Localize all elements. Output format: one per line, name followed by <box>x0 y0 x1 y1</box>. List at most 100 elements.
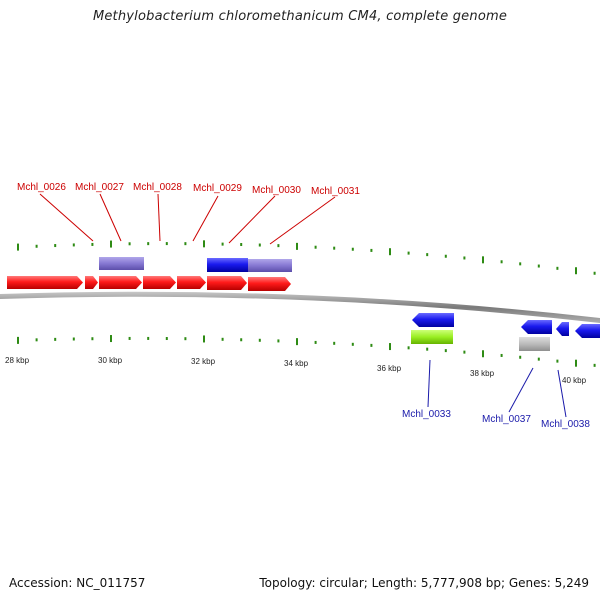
tick-upper-2 <box>54 244 57 248</box>
tick-lower-13 <box>258 338 261 342</box>
tick-lower-16 <box>314 340 317 344</box>
tick-upper-30 <box>575 267 577 275</box>
gene-mchl-0033[interactable] <box>412 313 454 327</box>
tick-upper-17 <box>333 246 336 250</box>
scale-label-30kbp: 30 kbp <box>98 356 123 365</box>
tick-upper-4 <box>91 242 94 246</box>
tick-lower-14 <box>277 339 280 343</box>
tick-lower-11 <box>221 337 224 341</box>
gene-label-mchl-0029[interactable]: Mchl_0029 <box>193 183 242 194</box>
gene-mchl-0025[interactable] <box>7 276 83 289</box>
tick-upper-21 <box>407 251 410 255</box>
tick-lower-1 <box>35 338 38 342</box>
gene-label-mchl-0027[interactable]: Mchl_0027 <box>75 182 124 193</box>
feature-green-1[interactable] <box>411 330 453 344</box>
tick-upper-31 <box>593 271 596 275</box>
tick-upper-29 <box>556 266 559 270</box>
tick-upper-1 <box>35 244 38 248</box>
map-title: Methylobacterium chloromethanicum CM4, c… <box>92 9 508 24</box>
tick-lower-29 <box>556 359 559 363</box>
tick-lower-25 <box>482 350 484 358</box>
tick-upper-16 <box>314 245 317 249</box>
tick-lower-31 <box>593 363 596 367</box>
feature-blue-1[interactable] <box>207 258 248 272</box>
tick-lower-4 <box>91 337 94 341</box>
tick-upper-13 <box>258 243 261 247</box>
tick-upper-8 <box>165 242 168 246</box>
tick-upper-22 <box>426 253 429 257</box>
tick-lower-26 <box>500 353 503 357</box>
scale-label-36kbp: 36 kbp <box>377 364 402 373</box>
tick-lower-22 <box>426 347 429 351</box>
tick-upper-20 <box>389 248 391 256</box>
gene-mchl-0037[interactable] <box>556 322 569 336</box>
tick-upper-25 <box>482 256 484 264</box>
tick-lower-30 <box>575 359 577 367</box>
gene-mchl-0036[interactable] <box>521 320 552 334</box>
tick-upper-19 <box>370 248 373 252</box>
feature-grey-1[interactable] <box>519 337 550 351</box>
gene-label-mchl-0030[interactable]: Mchl_0030 <box>252 185 301 196</box>
tick-lower-27 <box>519 355 522 359</box>
gene-mchl-0031[interactable] <box>248 277 291 291</box>
tick-lower-5 <box>110 335 112 343</box>
tick-lower-20 <box>389 343 391 351</box>
tick-upper-23 <box>444 254 447 258</box>
tick-lower-17 <box>333 341 336 345</box>
gene-mchl-0029[interactable] <box>177 276 206 289</box>
tick-upper-24 <box>463 256 466 260</box>
tick-upper-9 <box>184 242 187 246</box>
tick-lower-7 <box>147 336 150 340</box>
tick-upper-11 <box>221 242 224 246</box>
label-leader-lines <box>39 193 567 418</box>
tick-upper-5 <box>110 240 112 248</box>
tick-lower-10 <box>203 335 205 343</box>
scale-label-38kbp: 38 kbp <box>470 369 495 378</box>
tick-upper-3 <box>72 243 75 247</box>
forward-genes <box>7 257 292 291</box>
gene-label-mchl-0038[interactable]: Mchl_0038 <box>541 419 590 430</box>
tick-upper-0 <box>17 243 19 251</box>
tick-lower-15 <box>296 338 298 346</box>
tick-lower-2 <box>54 337 57 341</box>
tick-lower-9 <box>184 337 187 341</box>
tick-upper-26 <box>500 260 503 264</box>
gene-label-mchl-0037[interactable]: Mchl_0037 <box>482 414 531 425</box>
tick-marks <box>17 240 596 367</box>
tick-upper-6 <box>128 242 131 246</box>
feature-lavender-1[interactable] <box>99 257 144 270</box>
gene-label-mchl-0031[interactable]: Mchl_0031 <box>311 186 360 197</box>
tick-upper-28 <box>537 264 540 268</box>
tick-lower-0 <box>17 336 19 344</box>
gene-mchl-0026[interactable] <box>85 276 98 289</box>
tick-lower-28 <box>537 357 540 361</box>
feature-lavender-2[interactable] <box>248 259 292 272</box>
reverse-genes <box>411 313 600 351</box>
scale-label-28kbp: 28 kbp <box>5 356 30 365</box>
tick-lower-23 <box>444 349 447 353</box>
gene-mchl-0038[interactable] <box>575 324 600 338</box>
scale-label-40kbp: 40 kbp <box>562 376 587 385</box>
gene-mchl-0030[interactable] <box>207 276 247 290</box>
tick-lower-19 <box>370 343 373 347</box>
tick-upper-7 <box>147 242 150 246</box>
tick-upper-18 <box>351 247 354 251</box>
scale-label-32kbp: 32 kbp <box>191 357 216 366</box>
tick-lower-24 <box>463 350 466 354</box>
genome-summary: Topology: circular; Length: 5,777,908 bp… <box>259 576 589 590</box>
gene-mchl-0028[interactable] <box>143 276 176 289</box>
genome-backbone <box>0 291 600 323</box>
tick-upper-10 <box>203 240 205 248</box>
tick-upper-12 <box>240 243 243 247</box>
gene-label-mchl-0028[interactable]: Mchl_0028 <box>133 182 182 193</box>
accession-label: Accession: NC_011757 <box>9 576 146 590</box>
tick-lower-21 <box>407 346 410 350</box>
gene-mchl-0027[interactable] <box>99 276 142 289</box>
tick-lower-12 <box>240 338 243 342</box>
tick-lower-8 <box>165 337 168 341</box>
gene-label-mchl-0026[interactable]: Mchl_0026 <box>17 182 66 193</box>
tick-upper-14 <box>277 244 280 248</box>
tick-lower-3 <box>72 337 75 341</box>
gene-label-mchl-0033[interactable]: Mchl_0033 <box>402 409 451 420</box>
